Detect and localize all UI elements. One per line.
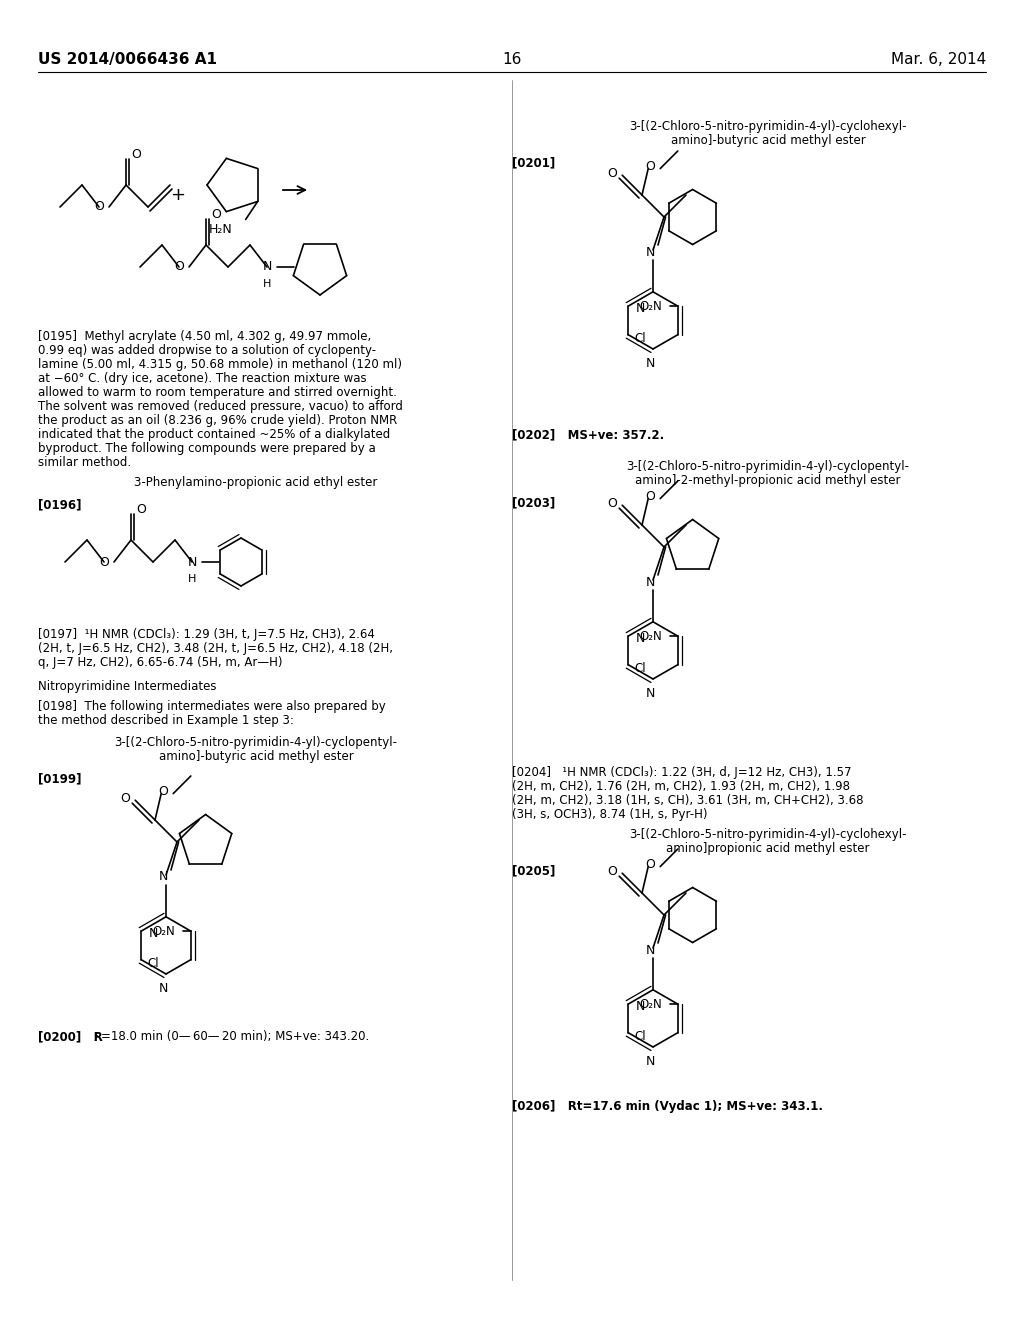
Text: [0204]   ¹H NMR (CDCl₃): 1.22 (3H, d, J=12 Hz, CH3), 1.57: [0204] ¹H NMR (CDCl₃): 1.22 (3H, d, J=12…	[512, 766, 852, 779]
Text: H₂N: H₂N	[209, 223, 232, 236]
Text: N: N	[645, 576, 654, 589]
Text: [0197]  ¹H NMR (CDCl₃): 1.29 (3H, t, J=7.5 Hz, CH3), 2.64: [0197] ¹H NMR (CDCl₃): 1.29 (3H, t, J=7.…	[38, 628, 375, 642]
Text: O₂N: O₂N	[153, 924, 175, 937]
Text: amino]-2-methyl-propionic acid methyl ester: amino]-2-methyl-propionic acid methyl es…	[635, 474, 901, 487]
Text: [0195]  Methyl acrylate (4.50 ml, 4.302 g, 49.97 mmole,: [0195] Methyl acrylate (4.50 ml, 4.302 g…	[38, 330, 372, 343]
Text: Cl: Cl	[634, 663, 646, 676]
Text: N: N	[636, 999, 645, 1012]
Text: N: N	[150, 927, 159, 940]
Text: O: O	[645, 858, 655, 871]
Text: O: O	[645, 490, 655, 503]
Text: allowed to warm to room temperature and stirred overnight.: allowed to warm to room temperature and …	[38, 385, 397, 399]
Text: O: O	[99, 556, 109, 569]
Text: O: O	[174, 260, 184, 273]
Text: the method described in Example 1 step 3:: the method described in Example 1 step 3…	[38, 714, 294, 727]
Text: O: O	[645, 160, 655, 173]
Text: O: O	[136, 503, 146, 516]
Text: Cl: Cl	[634, 333, 646, 346]
Text: The solvent was removed (reduced pressure, vacuo) to afford: The solvent was removed (reduced pressur…	[38, 400, 402, 413]
Text: O: O	[120, 792, 130, 805]
Text: N: N	[636, 631, 645, 644]
Text: q, J=7 Hz, CH2), 6.65-6.74 (5H, m, Ar—H): q, J=7 Hz, CH2), 6.65-6.74 (5H, m, Ar—H)	[38, 656, 283, 669]
Text: N: N	[159, 870, 168, 883]
Text: Nitropyrimidine Intermediates: Nitropyrimidine Intermediates	[38, 680, 216, 693]
Text: +: +	[171, 186, 185, 205]
Text: [0196]: [0196]	[38, 498, 82, 511]
Text: [0200]   R: [0200] R	[38, 1030, 102, 1043]
Text: 3-[(2-Chloro-5-nitro-pyrimidin-4-yl)-cyclohexyl-: 3-[(2-Chloro-5-nitro-pyrimidin-4-yl)-cyc…	[630, 120, 906, 133]
Text: O₂N: O₂N	[640, 300, 663, 313]
Text: O₂N: O₂N	[640, 998, 663, 1011]
Text: O: O	[94, 201, 104, 214]
Text: Cl: Cl	[634, 1030, 646, 1043]
Text: 3-[(2-Chloro-5-nitro-pyrimidin-4-yl)-cyclopentyl-: 3-[(2-Chloro-5-nitro-pyrimidin-4-yl)-cyc…	[627, 459, 909, 473]
Text: the product as an oil (8.236 g, 96% crude yield). Proton NMR: the product as an oil (8.236 g, 96% crud…	[38, 414, 397, 426]
Text: 3-[(2-Chloro-5-nitro-pyrimidin-4-yl)-cyclohexyl-: 3-[(2-Chloro-5-nitro-pyrimidin-4-yl)-cyc…	[630, 828, 906, 841]
Text: [0203]: [0203]	[512, 496, 555, 510]
Text: N: N	[645, 246, 654, 259]
Text: 3-Phenylamino-propionic acid ethyl ester: 3-Phenylamino-propionic acid ethyl ester	[134, 477, 378, 488]
Text: O: O	[607, 865, 617, 878]
Text: [0205]: [0205]	[512, 865, 555, 876]
Text: O: O	[131, 148, 141, 161]
Text: O: O	[159, 785, 168, 799]
Text: 16: 16	[503, 51, 521, 67]
Text: lamine (5.00 ml, 4.315 g, 50.68 mmole) in methanol (120 ml): lamine (5.00 ml, 4.315 g, 50.68 mmole) i…	[38, 358, 402, 371]
Text: similar method.: similar method.	[38, 455, 131, 469]
Text: amino]-butyric acid methyl ester: amino]-butyric acid methyl ester	[671, 135, 865, 147]
Text: at −60° C. (dry ice, acetone). The reaction mixture was: at −60° C. (dry ice, acetone). The react…	[38, 372, 367, 385]
Text: Mar. 6, 2014: Mar. 6, 2014	[891, 51, 986, 67]
Text: N: N	[636, 301, 645, 314]
Text: O: O	[607, 496, 617, 510]
Text: f: f	[93, 1034, 96, 1043]
Text: amino]propionic acid methyl ester: amino]propionic acid methyl ester	[667, 842, 869, 855]
Text: O: O	[211, 209, 221, 220]
Text: (2H, m, CH2), 3.18 (1H, s, CH), 3.61 (3H, m, CH+CH2), 3.68: (2H, m, CH2), 3.18 (1H, s, CH), 3.61 (3H…	[512, 795, 863, 807]
Text: H: H	[263, 279, 271, 289]
Text: [0199]: [0199]	[38, 772, 82, 785]
Text: US 2014/0066436 A1: US 2014/0066436 A1	[38, 51, 217, 67]
Text: indicated that the product contained ~25% of a dialkylated: indicated that the product contained ~25…	[38, 428, 390, 441]
Text: (3H, s, OCH3), 8.74 (1H, s, Pyr-H): (3H, s, OCH3), 8.74 (1H, s, Pyr-H)	[512, 808, 708, 821]
Text: byproduct. The following compounds were prepared by a: byproduct. The following compounds were …	[38, 442, 376, 455]
Text: 0.99 eq) was added dropwise to a solution of cyclopenty-: 0.99 eq) was added dropwise to a solutio…	[38, 345, 376, 356]
Text: N: N	[645, 686, 654, 700]
Text: amino]-butyric acid methyl ester: amino]-butyric acid methyl ester	[159, 750, 353, 763]
Text: (2H, m, CH2), 1.76 (2H, m, CH2), 1.93 (2H, m, CH2), 1.98: (2H, m, CH2), 1.76 (2H, m, CH2), 1.93 (2…	[512, 780, 850, 793]
Text: =18.0 min (0— 60— 20 min); MS+ve: 343.20.: =18.0 min (0— 60— 20 min); MS+ve: 343.20…	[101, 1030, 370, 1043]
Text: [0202]   MS+ve: 357.2.: [0202] MS+ve: 357.2.	[512, 428, 665, 441]
Text: N: N	[645, 1055, 654, 1068]
Text: 3-[(2-Chloro-5-nitro-pyrimidin-4-yl)-cyclopentyl-: 3-[(2-Chloro-5-nitro-pyrimidin-4-yl)-cyc…	[115, 737, 397, 748]
Text: [0201]: [0201]	[512, 156, 555, 169]
Text: N: N	[645, 944, 654, 957]
Text: O₂N: O₂N	[640, 630, 663, 643]
Text: O: O	[607, 166, 617, 180]
Text: N: N	[262, 260, 271, 273]
Text: H: H	[187, 574, 197, 583]
Text: Cl: Cl	[147, 957, 159, 970]
Text: N: N	[159, 982, 168, 995]
Text: [0198]  The following intermediates were also prepared by: [0198] The following intermediates were …	[38, 700, 386, 713]
Text: (2H, t, J=6.5 Hz, CH2), 3.48 (2H, t, J=6.5 Hz, CH2), 4.18 (2H,: (2H, t, J=6.5 Hz, CH2), 3.48 (2H, t, J=6…	[38, 642, 393, 655]
Text: [0206]   Rt=17.6 min (Vydac 1); MS+ve: 343.1.: [0206] Rt=17.6 min (Vydac 1); MS+ve: 343…	[512, 1100, 823, 1113]
Text: N: N	[645, 356, 654, 370]
Text: N: N	[187, 556, 197, 569]
